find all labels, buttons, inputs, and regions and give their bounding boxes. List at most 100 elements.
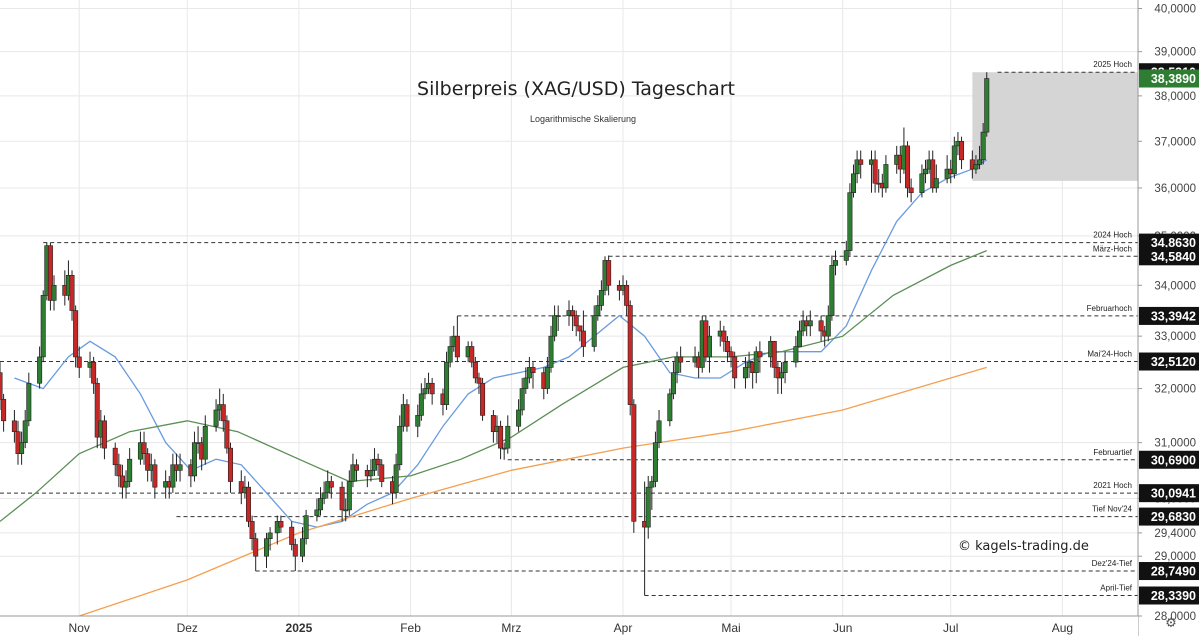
x-tick-label: Feb [400, 621, 421, 635]
candle-body [905, 145, 911, 189]
candle-body [858, 159, 864, 165]
candle-body [76, 356, 82, 368]
moving-average-line [14, 159, 988, 528]
y-tick-label: 39,0000 [1154, 47, 1196, 59]
level-name: Februartief [1093, 448, 1132, 457]
candle-body [757, 351, 763, 358]
candle-body [771, 341, 777, 368]
candle-body [670, 372, 676, 395]
candle-body [393, 464, 399, 494]
y-tick-label: 37,0000 [1154, 136, 1196, 148]
x-tick-label: Dez [177, 621, 198, 635]
candle-body [253, 538, 259, 557]
candle-body [832, 260, 838, 266]
x-tick-label: Apr [614, 621, 633, 635]
candle-body [454, 335, 460, 358]
candle-body [26, 382, 32, 422]
price-tag-background [1139, 306, 1199, 325]
candle-body [141, 442, 147, 454]
candle-body [724, 341, 730, 353]
y-tick-label: 34,0000 [1154, 280, 1196, 292]
y-tick-label: 31,0000 [1154, 438, 1196, 450]
candle-body [480, 382, 486, 416]
candle-body [656, 420, 662, 443]
candle-body [0, 372, 3, 400]
candle-body [598, 290, 604, 306]
candle-body [321, 492, 327, 499]
candle-body [303, 515, 309, 540]
x-tick-label: Nov [69, 621, 90, 635]
candle-body [825, 315, 831, 337]
price-tag-label: 33,3942 [1151, 309, 1196, 323]
candle-body [548, 335, 554, 368]
candle-body [469, 346, 475, 363]
candle-body [782, 361, 788, 373]
candle-body [577, 325, 583, 332]
moving-average-line [78, 366, 987, 617]
candle-body [555, 315, 561, 317]
candle-body [850, 173, 856, 193]
candle-body [1, 398, 7, 422]
candle-body [224, 420, 230, 449]
price-tag-background [1139, 484, 1199, 503]
candle-body [627, 305, 633, 405]
candle-body [152, 464, 158, 488]
candle-body [732, 356, 738, 379]
candle-body [883, 164, 889, 189]
candle-body [742, 367, 748, 379]
candle-body [112, 447, 118, 466]
chart-subtitle: Logarithmische Skalierung [530, 114, 636, 124]
candle-body [91, 361, 97, 384]
candle-body [530, 367, 536, 373]
candle-body [631, 404, 637, 522]
y-tick-label: 28,0000 [1154, 611, 1196, 623]
candle-body [807, 320, 813, 327]
price-tag-label: 34,5840 [1151, 250, 1196, 264]
candle-body [843, 250, 849, 261]
chart-title: Silberpreis (XAG/USD) Tageschart [417, 78, 735, 100]
candle-body [951, 145, 957, 175]
grid [0, 0, 1138, 617]
candle-body [580, 330, 586, 347]
candle-body [505, 425, 511, 449]
gear-icon[interactable]: ⚙ [1160, 612, 1182, 634]
y-tick-label: 38,0000 [1154, 91, 1196, 103]
candle-body [923, 168, 929, 175]
candle-body [552, 315, 558, 337]
x-axis-background [0, 616, 1138, 636]
candle-body [245, 486, 251, 522]
candle-body [624, 285, 630, 306]
candle-body [415, 415, 421, 427]
candle-body [375, 458, 381, 466]
candle-body [145, 453, 151, 471]
candle-body [516, 409, 522, 427]
candle-body [429, 382, 435, 395]
x-tick-label: Aug [1052, 621, 1073, 635]
candle-body [314, 509, 320, 516]
candle-body [116, 464, 122, 477]
moving-averages [0, 159, 988, 617]
candle-body [645, 486, 651, 528]
y-tick-label: 29,0000 [1154, 551, 1196, 563]
candle-body [490, 415, 496, 432]
candle-body [368, 470, 374, 477]
candle-body [447, 346, 453, 363]
candle-body [595, 305, 601, 316]
candle-body [728, 351, 734, 358]
price-tag-background [1139, 507, 1199, 526]
candle-body [37, 356, 43, 384]
price-tag-background [1139, 233, 1199, 252]
candle-body [267, 532, 273, 540]
candle-body [202, 425, 208, 460]
candle-body [343, 509, 349, 512]
level-name: April-Tief [1100, 584, 1132, 593]
candle-body [51, 285, 57, 301]
candle-body [984, 78, 990, 133]
candle-body [476, 377, 482, 384]
price-tag-background [1139, 352, 1199, 371]
candle-body [919, 173, 925, 193]
candle-body [249, 521, 255, 540]
price-tag-label: 38,3890 [1151, 72, 1196, 86]
candle-body [652, 442, 658, 482]
candle-body [591, 315, 597, 347]
